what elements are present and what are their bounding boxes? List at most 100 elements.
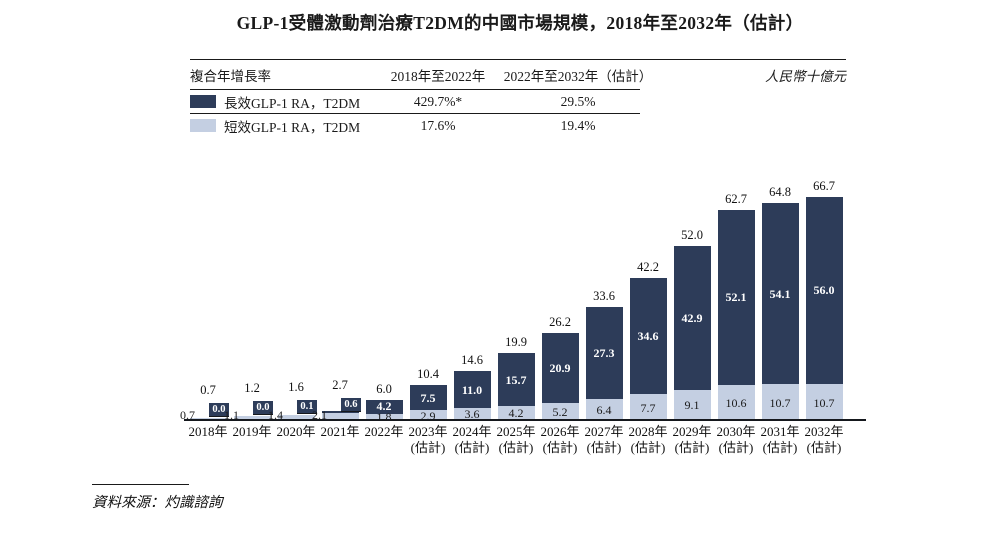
table-header-row: 複合年增長率 2018年至2022年 2022年至2032年（估計） 人民幣十億… (190, 60, 846, 89)
bar-column: 20.9 5.2 26.2 (538, 168, 582, 420)
x-axis-labels: 2018年 2019年 2020年 2021年 2022年 2023年 (估計) 2024年(… (186, 424, 846, 456)
short-acting-label: 短效GLP-1 RA，T2DM (224, 119, 361, 135)
long-acting-cagr-2018-2022: 429.7%* (413, 93, 463, 109)
bar-segment-short-acting (629, 394, 667, 420)
x-axis-label: 2020年 (274, 424, 318, 456)
bar-value-label-long-acting: 11.0 (461, 382, 483, 397)
bar-column: 0.0 0.7 0.7 (180, 168, 230, 422)
bar-column: 15.7 4.2 19.9 (494, 168, 538, 420)
x-axis-estimate-note: (估計) (542, 440, 578, 455)
x-axis-label: 2025年 (估計) (494, 424, 538, 456)
bar-value-label-long-acting: 54.1 (769, 286, 791, 301)
bar-value-label-short-acting: 10.7 (769, 395, 791, 410)
cagr-legend-table: 複合年增長率 2018年至2022年 2022年至2032年（估計） 人民幣十億… (190, 59, 846, 137)
x-axis-estimate-note: (估計) (498, 440, 534, 455)
bar-column: 0.1 1.4 1.6 (268, 168, 318, 422)
bar-value-label-short-acting: 10.6 (725, 395, 747, 410)
bar-column: 7.5 2.9 10.4 (406, 168, 450, 423)
bar-segment-short-acting (497, 405, 535, 420)
bar-value-label-short-acting: 2.9 (420, 408, 436, 423)
bar-segment-short-acting (189, 417, 227, 420)
x-axis-year: 2024年 (452, 424, 492, 439)
bar-value-label-short-acting: 1.1 (224, 408, 239, 422)
bar-column: 42.9 9.1 52.0 (670, 168, 714, 420)
bar-value-label-long-acting: 7.5 (420, 390, 436, 405)
x-axis-year: 2025年 (496, 424, 536, 439)
x-axis-year: 2032年 (804, 424, 844, 439)
bar-segment-short-acting (541, 402, 579, 420)
bar-segment-long-acting (673, 245, 711, 390)
x-axis-estimate-note: (估計) (674, 440, 710, 455)
x-axis-estimate-note: (估計) (410, 440, 446, 455)
bar-column: 34.6 7.7 42.2 (626, 168, 670, 420)
x-axis-label: 2022年 (362, 424, 406, 456)
x-axis-year: 2029年 (672, 424, 712, 439)
x-axis-label: 2028年 (估計) (626, 424, 670, 456)
x-axis-year: 2028年 (628, 424, 668, 439)
x-axis-year: 2021年 (320, 424, 360, 439)
bar-segment-short-acting (409, 410, 447, 420)
short-acting-swatch-icon (190, 119, 216, 132)
bar-segment-short-acting (321, 412, 359, 420)
bar-column: 11.0 3.6 14.6 (450, 168, 494, 420)
bar-segment-long-acting (629, 278, 667, 395)
bar-segment-long-acting (453, 371, 491, 408)
x-axis-label: 2023年 (估計) (406, 424, 450, 456)
bar-column: 54.1 10.7 64.8 (758, 168, 802, 420)
bar-column: 0.6 2.1 2.7 (312, 168, 362, 422)
table-row-short-acting: 短效GLP-1 RA，T2DM 17.6% 19.4% (190, 114, 846, 137)
x-axis-year: 2023年 (408, 424, 448, 439)
x-axis-year: 2026年 (540, 424, 580, 439)
cagr-period2-header: 2022年至2032年（估計） (503, 68, 653, 84)
x-axis-year: 2022年 (364, 424, 404, 439)
x-axis-year: 2018年 (188, 424, 228, 439)
x-axis-label: 2021年 (318, 424, 362, 456)
x-axis-estimate-note: (估計) (718, 440, 754, 455)
bar-segment-long-acting (541, 332, 579, 403)
bar-value-label-long-acting: 34.6 (637, 329, 659, 344)
bar-segment-long-acting (321, 410, 359, 413)
table-rule (190, 113, 640, 114)
bar-segment-short-acting (365, 413, 403, 420)
x-axis-line (184, 419, 866, 421)
bar-value-label-short-acting: 10.7 (813, 395, 835, 410)
bar-segment-short-acting (673, 389, 711, 420)
stacked-bar-chart: 0.0 0.7 0.7 0.0 1.1 1.2 0.1 1.4 1.6 0.6 2.1 2.7 4.2 1… (180, 168, 846, 423)
bar-segment-short-acting (453, 407, 491, 420)
bar-value-label-long-acting: 56.0 (813, 283, 835, 298)
bar-total-label: 19.9 (505, 335, 527, 350)
x-axis-estimate-note: (估計) (630, 440, 666, 455)
x-axis-year: 2030年 (716, 424, 756, 439)
bar-segment-long-acting (409, 385, 447, 411)
bar-total-label: 1.6 (288, 380, 304, 395)
bar-segment-short-acting (585, 398, 623, 420)
bar-segment-long-acting (805, 196, 843, 385)
x-axis-label: 2024年 (估計) (450, 424, 494, 456)
bar-total-label: 66.7 (813, 178, 835, 193)
bar-value-label-long-acting: 42.9 (681, 310, 703, 325)
table-top-rule (190, 59, 846, 60)
bar-value-label-long-acting: 20.9 (549, 360, 571, 375)
x-axis-estimate-note: (估計) (454, 440, 490, 455)
bar-segment-long-acting (585, 307, 623, 399)
bar-segment-long-acting (365, 399, 403, 414)
cagr-period1-header: 2018年至2022年 (390, 68, 486, 84)
bar-column: 4.2 1.8 6.0 (362, 168, 406, 423)
bar-total-label: 0.7 (200, 382, 216, 397)
bar-segment-long-acting (717, 209, 755, 385)
long-acting-label: 長效GLP-1 RA，T2DM (224, 95, 361, 111)
x-axis-year: 2027年 (584, 424, 624, 439)
x-axis-label: 2019年 (230, 424, 274, 456)
bar-value-label-short-acting: 7.7 (640, 400, 656, 415)
bar-column: 52.1 10.6 62.7 (714, 168, 758, 420)
bar-value-label-short-acting: 3.6 (464, 407, 480, 422)
bar-value-label-short-acting: 4.2 (508, 406, 524, 421)
x-axis-label: 2018年 (186, 424, 230, 456)
bar-value-label-long-acting: 0.6 (340, 397, 361, 412)
short-acting-cagr-2022-2032: 19.4% (560, 117, 596, 133)
bar-total-label: 42.2 (637, 260, 659, 275)
bar-total-label: 14.6 (461, 353, 483, 368)
x-axis-label: 2026年 (估計) (538, 424, 582, 456)
unit-label: 人民幣十億元 (765, 68, 846, 84)
